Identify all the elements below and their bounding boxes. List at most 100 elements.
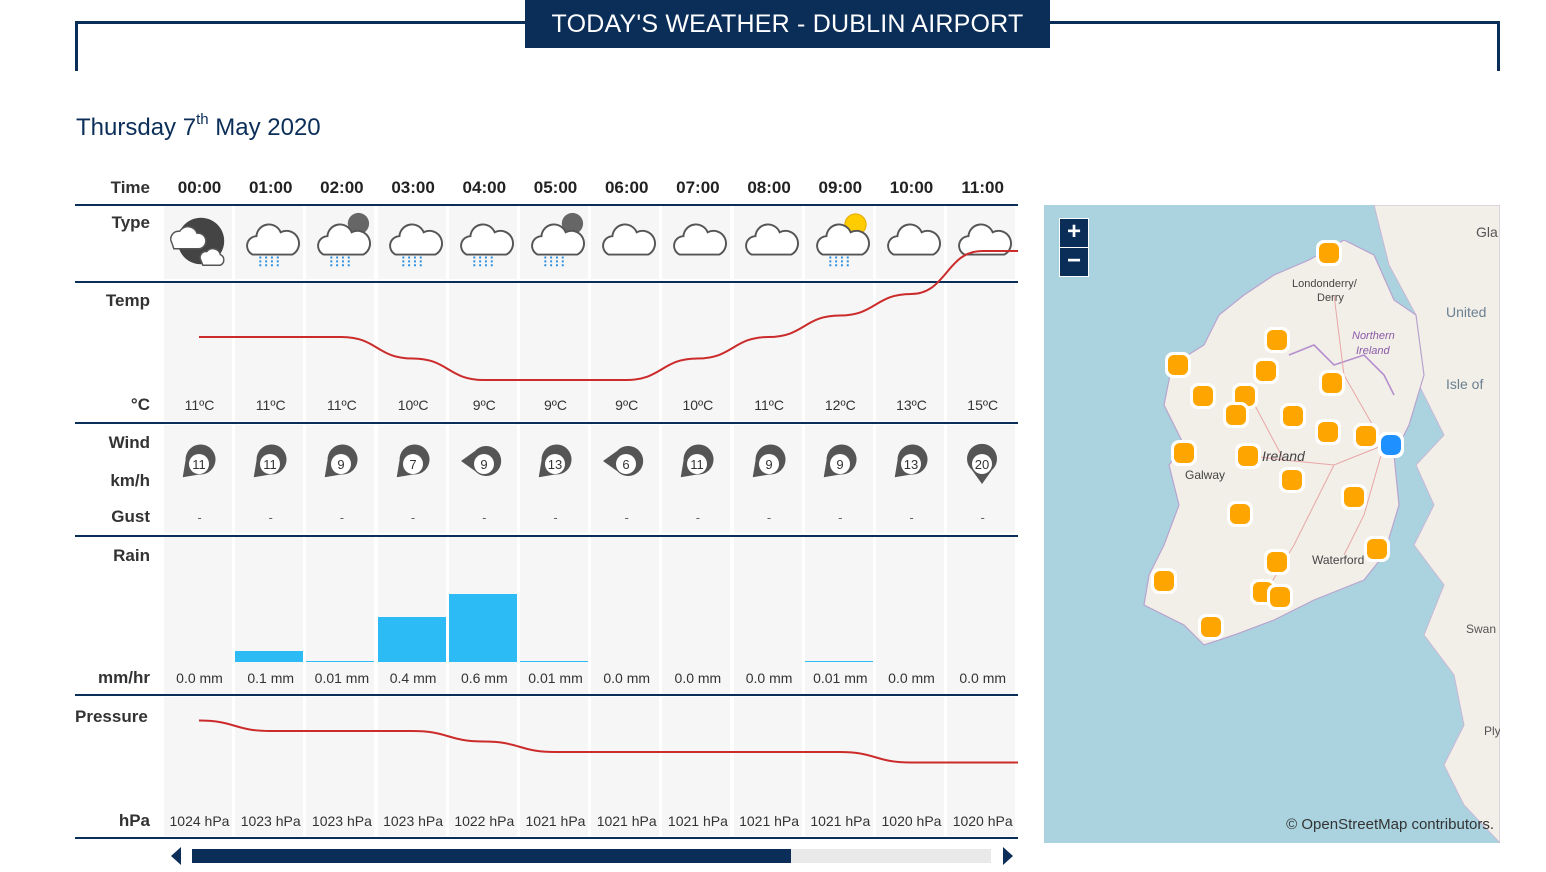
column-cell-bg bbox=[164, 425, 232, 533]
map-label-isle-of: Isle of bbox=[1446, 376, 1483, 392]
label-pressure: Pressure bbox=[75, 707, 148, 726]
date-month-year: May 2020 bbox=[215, 114, 321, 141]
scroll-left-arrow[interactable] bbox=[171, 847, 181, 865]
row-divider bbox=[75, 837, 1018, 839]
time-cell: 09:00 bbox=[818, 178, 863, 197]
gust-value: - bbox=[197, 510, 202, 525]
station-marker[interactable] bbox=[1316, 240, 1342, 266]
selected-station-marker[interactable] bbox=[1378, 432, 1404, 458]
wind-speed: 9 bbox=[765, 457, 772, 472]
gust-value: - bbox=[838, 510, 843, 525]
column-cell-bg bbox=[804, 537, 873, 694]
station-marker[interactable] bbox=[1235, 443, 1261, 469]
time-cell: 01:00 bbox=[248, 178, 293, 197]
wind-speed: 11 bbox=[691, 457, 705, 472]
temp-value: 11ºC bbox=[184, 397, 215, 413]
row-divider bbox=[75, 535, 1018, 537]
temp-value: 10ºC bbox=[682, 397, 714, 413]
station-marker[interactable] bbox=[1364, 536, 1390, 562]
gust-value: - bbox=[624, 510, 629, 525]
rain-bar bbox=[306, 660, 375, 662]
wind-speed: 7 bbox=[409, 457, 416, 472]
wind-speed: 9 bbox=[836, 457, 843, 472]
pressure-value: 1021 hPa bbox=[596, 813, 657, 829]
temp-value: 11ºC bbox=[754, 397, 784, 413]
wind-direction-icon: 13 bbox=[894, 444, 928, 478]
map-zoom-in-button[interactable]: + bbox=[1059, 218, 1089, 248]
station-marker[interactable] bbox=[1223, 402, 1249, 428]
temp-value: 11ºC bbox=[327, 397, 357, 413]
station-marker[interactable] bbox=[1171, 440, 1197, 466]
column-cell-bg bbox=[876, 425, 944, 533]
header-frame-left-top bbox=[75, 21, 525, 24]
wind-speed: 13 bbox=[548, 457, 562, 472]
wind-speed: 9 bbox=[480, 457, 487, 472]
time-cell: 04:00 bbox=[462, 178, 507, 197]
pressure-value: 1021 hPa bbox=[739, 813, 800, 829]
station-marker[interactable] bbox=[1264, 549, 1290, 575]
rain-value: 0.01 mm bbox=[813, 670, 868, 686]
wind-direction-icon: 11 bbox=[182, 444, 216, 478]
gust-value: - bbox=[553, 510, 558, 525]
station-marker[interactable] bbox=[1319, 370, 1345, 396]
station-marker[interactable] bbox=[1264, 327, 1290, 353]
station-marker[interactable] bbox=[1280, 403, 1306, 429]
gust-value: - bbox=[410, 510, 416, 525]
cloud-icon bbox=[602, 223, 657, 256]
column-cell-bg bbox=[804, 425, 873, 533]
pressure-value: 1021 hPa bbox=[810, 813, 871, 829]
map-label-ireland: Ireland bbox=[1262, 448, 1306, 464]
date-suffix: th bbox=[196, 111, 209, 128]
wind-direction-icon: 20 bbox=[967, 443, 998, 484]
column-cell-bg bbox=[591, 537, 660, 694]
station-marker[interactable] bbox=[1267, 584, 1293, 610]
header-frame-left-side bbox=[75, 21, 78, 71]
station-marker[interactable] bbox=[1253, 358, 1279, 384]
label-temp-unit: °C bbox=[130, 395, 150, 414]
rain-bar bbox=[520, 660, 588, 662]
wind-direction-icon: 11 bbox=[681, 444, 714, 478]
date-day: Thursday 7 bbox=[76, 114, 197, 141]
rain-bar bbox=[448, 594, 517, 662]
column-cell-bg bbox=[591, 425, 660, 533]
station-marker[interactable] bbox=[1227, 501, 1253, 527]
column-cell-bg bbox=[306, 537, 375, 694]
temp-value: 12ºC bbox=[824, 397, 856, 413]
scroll-thumb[interactable] bbox=[192, 849, 791, 863]
station-marker[interactable] bbox=[1353, 423, 1379, 449]
time-cell: 10:00 bbox=[889, 178, 934, 197]
station-marker[interactable] bbox=[1279, 467, 1305, 493]
station-map[interactable]: Londonderry/ Derry Northern Ireland Irel… bbox=[1044, 205, 1500, 843]
column-cell-bg bbox=[520, 425, 588, 533]
wind-speed: 9 bbox=[338, 457, 345, 472]
column-cell-bg bbox=[235, 537, 304, 694]
column-cell-bg bbox=[377, 425, 446, 533]
time-cell: 07:00 bbox=[676, 178, 720, 197]
time-cell: 00:00 bbox=[177, 178, 222, 197]
cloud-icon bbox=[958, 223, 1013, 256]
pressure-value: 1023 hPa bbox=[240, 813, 301, 829]
map-zoom-out-button[interactable]: − bbox=[1059, 247, 1089, 277]
rain-value: 0.4 mm bbox=[389, 670, 437, 686]
station-marker[interactable] bbox=[1151, 568, 1177, 594]
rain-value: 0.0 mm bbox=[745, 670, 793, 686]
station-marker[interactable] bbox=[1315, 419, 1341, 445]
time-cell: 06:00 bbox=[604, 178, 649, 197]
page-title: TODAY'S WEATHER - DUBLIN AIRPORT bbox=[525, 0, 1050, 48]
station-marker[interactable] bbox=[1165, 352, 1191, 378]
cloud-sun-rain-icon bbox=[815, 213, 870, 269]
temp-value: 9ºC bbox=[543, 397, 567, 413]
station-marker[interactable] bbox=[1190, 383, 1216, 409]
station-marker[interactable] bbox=[1341, 484, 1367, 510]
wind-direction-icon: 13 bbox=[538, 444, 572, 478]
row-divider bbox=[75, 422, 1018, 424]
rain-value: 0.0 mm bbox=[888, 670, 935, 686]
map-label-united: United bbox=[1446, 304, 1486, 320]
gust-value: - bbox=[339, 510, 345, 525]
rain-bar bbox=[804, 660, 873, 662]
scroll-right-arrow[interactable] bbox=[1003, 847, 1013, 865]
pressure-value: 1023 hPa bbox=[311, 813, 372, 829]
time-cell: 02:00 bbox=[320, 178, 364, 197]
cloud-icon bbox=[744, 223, 799, 256]
station-marker[interactable] bbox=[1198, 614, 1224, 640]
